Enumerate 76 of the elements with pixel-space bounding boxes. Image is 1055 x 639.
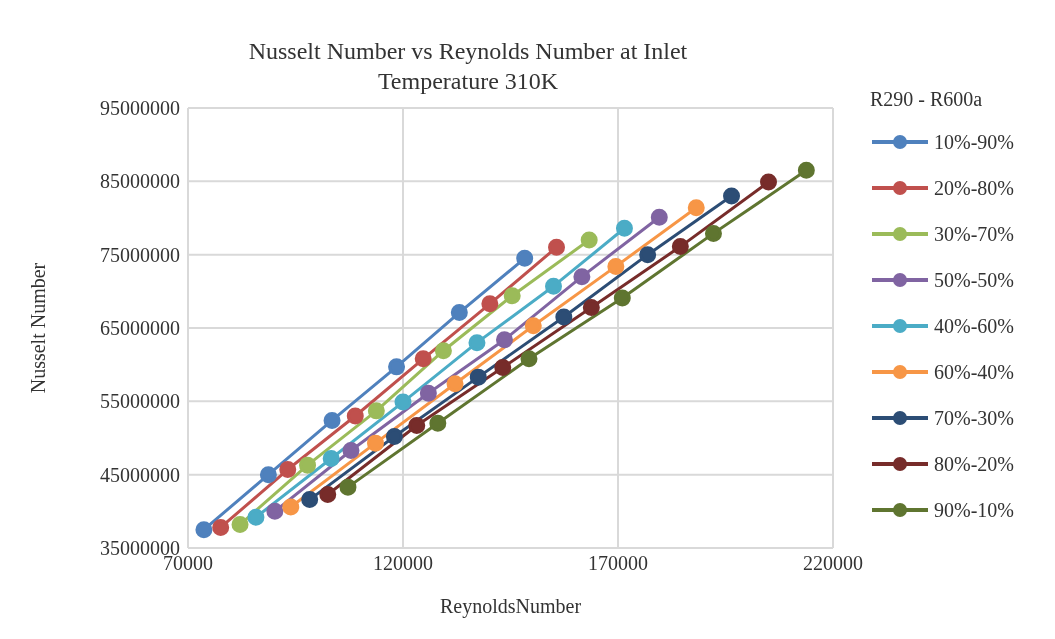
x-tick-label: 220000 [803,552,863,575]
y-tick-label: 95000000 [100,97,180,120]
legend-label: 80%-20% [934,452,1014,476]
point [516,249,534,267]
point [446,375,464,393]
legend-label: 70%-30% [934,406,1014,430]
legend-label: 50%-50% [934,268,1014,292]
point [760,173,777,191]
point [615,219,633,237]
point [346,407,364,425]
point [408,417,426,435]
point [555,308,573,326]
point [195,521,213,539]
point [704,224,722,242]
point [342,441,360,459]
point [582,298,600,316]
point [367,402,385,420]
legend-label: 40%-60% [934,314,1014,338]
point [723,187,741,205]
point [580,231,598,249]
point [419,384,437,402]
point [322,450,340,468]
point [573,268,591,286]
point [231,516,249,534]
point [366,434,384,452]
point [687,199,705,217]
point [797,161,815,179]
point [299,456,317,474]
point [279,461,297,479]
legend-label: 30%-70% [934,222,1014,246]
point [388,358,406,376]
x-tick-label: 170000 [588,552,648,575]
point [266,502,284,520]
legend-label: 20%-80% [934,176,1014,200]
point [301,491,319,509]
y-tick-label: 65000000 [100,317,180,340]
y-axis-title: Nusselt Number [27,262,50,394]
point [607,257,625,275]
point [394,393,412,411]
x-tick-label: 120000 [373,552,433,575]
point [323,411,341,429]
point [414,350,432,368]
point [495,331,513,349]
legend-label: 90%-10% [934,498,1014,522]
point [282,498,300,516]
point [494,359,512,377]
legend-label: 10%-90% [934,130,1014,154]
point [671,238,689,256]
point [613,289,631,307]
point [434,342,452,360]
point [639,246,657,264]
point [545,277,562,295]
y-tick-label: 55000000 [100,390,180,413]
point [650,208,668,226]
y-tick-label: 85000000 [100,170,180,193]
point [468,334,486,352]
point [481,295,499,313]
point [319,485,337,503]
point [429,414,447,432]
point [524,317,542,335]
point [520,350,538,368]
legend-title: R290 - R600a [870,88,984,111]
legend-label: 60%-40% [934,360,1014,384]
y-tick-label: 75000000 [100,243,180,266]
point [259,466,277,484]
chart-title: Nusselt Number vs Reynolds Number at Inlet Temperature 310K [247,37,689,96]
point [450,304,468,322]
y-tick-label: 45000000 [100,463,180,486]
point [212,518,230,536]
point [385,428,403,446]
x-axis-title: ReynoldsNumber [439,595,582,618]
point [247,508,265,526]
point [339,478,357,496]
point [548,238,566,256]
point [469,368,487,386]
point [503,287,521,305]
